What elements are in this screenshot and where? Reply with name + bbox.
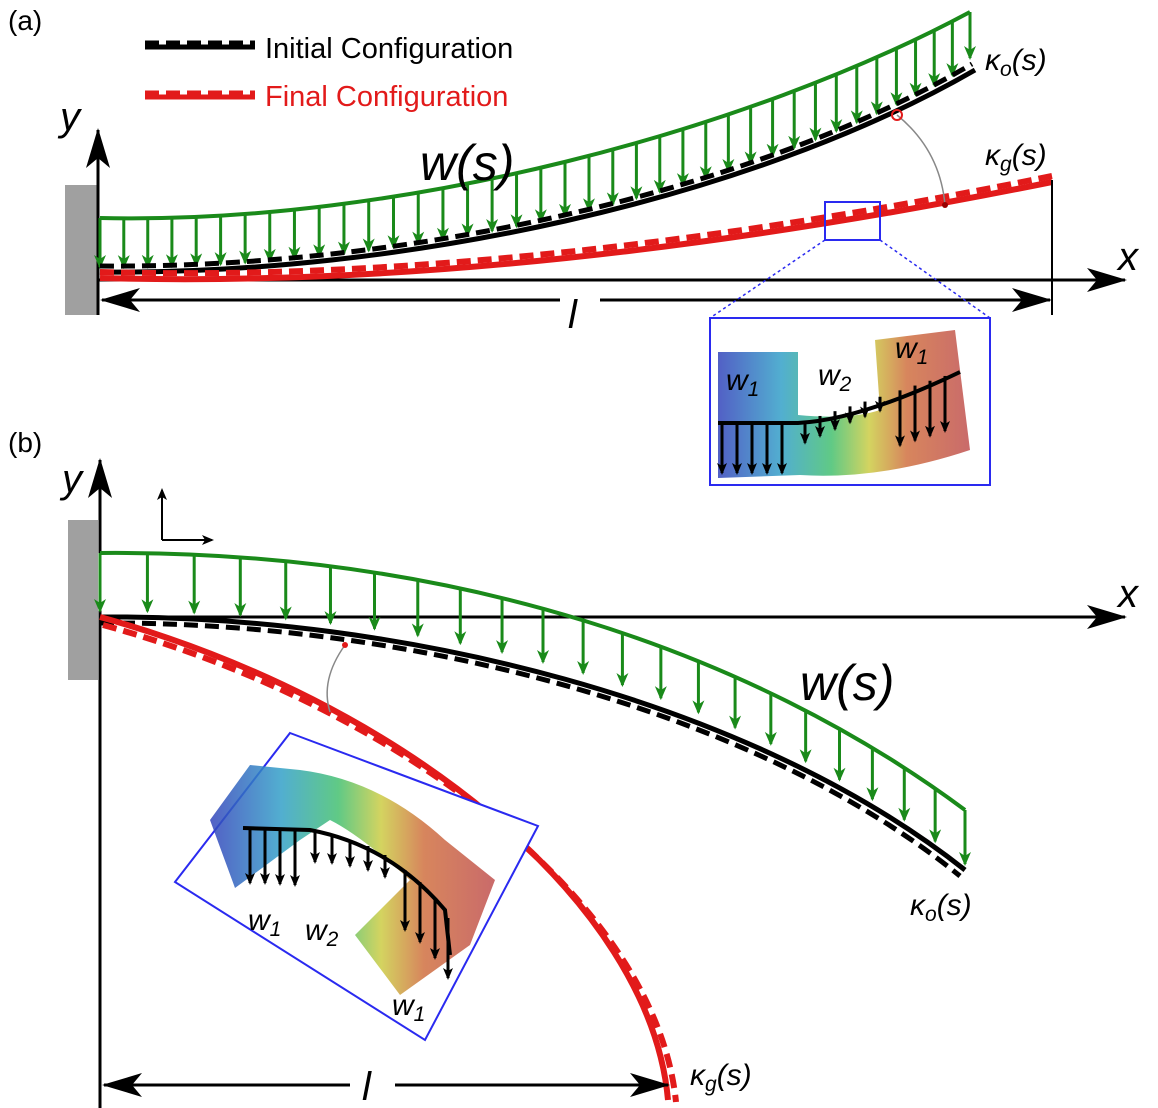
- axis-label: x: [1116, 235, 1140, 279]
- text: g: [1000, 153, 1012, 176]
- wall: [65, 185, 97, 315]
- text: (s): [937, 889, 972, 922]
- axis-label: x: [1116, 572, 1140, 616]
- text: 2: [839, 373, 852, 396]
- text: 1: [414, 1003, 426, 1026]
- load-label: w(s): [800, 655, 894, 711]
- text: w: [818, 359, 842, 392]
- panel-label: (b): [8, 427, 42, 458]
- kappa-g-label: κg(s): [690, 1059, 752, 1096]
- zoom-line: [879, 239, 991, 319]
- text: w: [392, 989, 416, 1022]
- inset-label: w1: [726, 364, 759, 401]
- panel-label: (a): [8, 5, 42, 36]
- initial-curve: [99, 67, 977, 275]
- mapping-arc: [326, 644, 346, 713]
- inset-label: w1: [392, 989, 425, 1026]
- panel-a: (a) Initial Configuration Final Configur…: [8, 5, 1140, 486]
- initial-curve-dash: [99, 61, 974, 269]
- load-curve: [99, 10, 971, 221]
- wall: [68, 520, 98, 680]
- text: (s): [1012, 139, 1047, 172]
- final-curve: [99, 179, 1053, 283]
- text: o: [1000, 58, 1012, 81]
- inset: w1 w2 w1: [709, 317, 991, 486]
- text: 2: [326, 928, 339, 951]
- panel-b: (b) y x w(s) κo(s) κg(s) l w1 w2 w1: [8, 427, 1140, 1108]
- inset-label: w2: [818, 359, 852, 396]
- text: κ: [985, 139, 1002, 172]
- text: (s): [717, 1059, 752, 1092]
- legend-text: Initial Configuration: [265, 33, 513, 65]
- length-label: l: [362, 1065, 372, 1108]
- point: [342, 642, 348, 648]
- text: g: [705, 1073, 717, 1096]
- text: (s): [1012, 44, 1047, 77]
- legend-text: Final Configuration: [265, 81, 508, 113]
- inset-label: w1: [895, 332, 928, 369]
- inset-arrows: [245, 828, 453, 980]
- text: κ: [910, 889, 927, 922]
- zoom-line: [709, 239, 826, 319]
- inset-label: w1: [248, 904, 281, 941]
- text: w: [726, 364, 750, 397]
- kappa-o-label: κo(s): [910, 889, 972, 926]
- text: o: [925, 903, 937, 926]
- mapping-arc: [896, 114, 946, 206]
- inset: w1 w2 w1: [173, 731, 540, 1042]
- load-label: w(s): [420, 135, 514, 191]
- inset-arrows: [717, 375, 950, 475]
- text: κ: [690, 1059, 707, 1092]
- point: [942, 202, 948, 208]
- inset-label: w2: [305, 914, 339, 951]
- text: κ: [985, 44, 1002, 77]
- initial-curve: [99, 614, 967, 872]
- kappa-g-label: κg(s): [985, 139, 1047, 176]
- kappa-o-label: κo(s): [985, 44, 1047, 81]
- text: 1: [748, 378, 760, 401]
- axis-label: y: [57, 95, 83, 139]
- text: w: [305, 914, 329, 947]
- text: w: [895, 332, 919, 365]
- axis-label: y: [59, 457, 85, 501]
- text: 1: [917, 346, 929, 369]
- point: [891, 109, 903, 121]
- text: w: [248, 904, 272, 937]
- text: 1: [270, 918, 282, 941]
- final-curve-dash: [99, 173, 1053, 277]
- load-curve: [99, 550, 967, 812]
- length-label: l: [568, 293, 578, 337]
- zoom-box: [824, 201, 881, 241]
- initial-curve-dash: [99, 620, 962, 878]
